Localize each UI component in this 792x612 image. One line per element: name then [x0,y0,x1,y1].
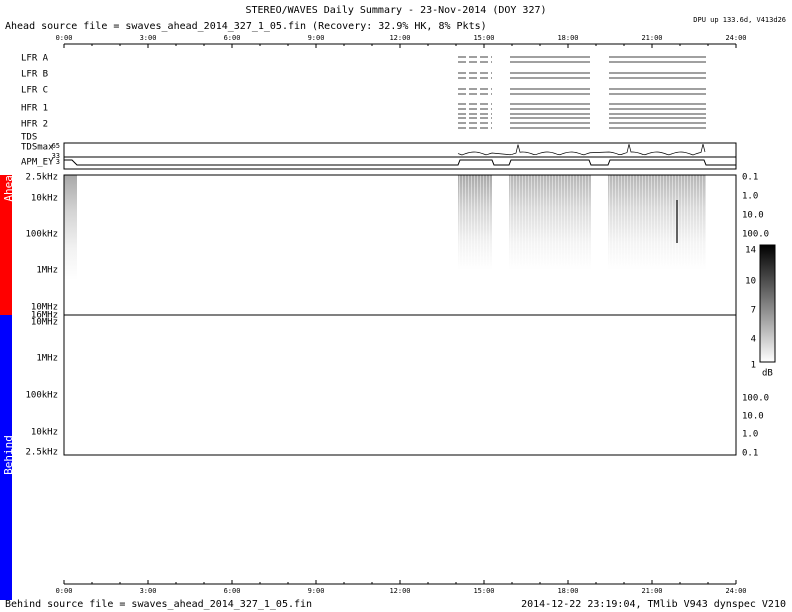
time-label-bottom: 15:00 [473,587,494,595]
ahead-spectrogram [64,175,706,280]
time-label-bottom: 9:00 [308,587,325,595]
colorbar [759,244,776,363]
timestamp: 2014-12-22 23:19:04, TMlib V943 dynspec … [521,599,786,610]
title: STEREO/WAVES Daily Summary - 23-Nov-2014… [245,5,546,16]
right-label: 100.0 [742,230,769,240]
behind-frame [63,314,737,456]
freq-label: 2.5kHz [25,448,58,458]
behind-source: Behind source file = swaves_ahead_2014_3… [5,599,312,610]
row-label: TDS [21,133,37,143]
freq-label: 100kHz [25,230,58,240]
row-label: HFR 1 [21,104,48,114]
tdsmax-trace [457,144,706,156]
freq-label: 100kHz [25,391,58,401]
time-label-top: 24:00 [725,34,746,42]
colorbar-label: 7 [751,306,756,316]
time-label-top: 6:00 [224,34,241,42]
ahead-bar [0,175,12,315]
time-label-bottom: 3:00 [140,587,157,595]
freq-label: 2.5kHz [25,173,58,183]
tdsmax-scale: 33 [52,152,60,160]
row-label: LFR B [21,70,48,80]
tdsmax-frame [63,142,737,158]
status: DPU up 133.6d, V413d26 [693,16,786,24]
time-label-bottom: 0:00 [56,587,73,595]
freq-label: 10kHz [31,428,58,438]
colorbar-label: 10 [745,277,756,287]
row-label: HFR 2 [21,120,48,130]
tdsmax-scale: 3 [56,158,60,166]
time-label-top: 0:00 [56,34,73,42]
time-label-top: 21:00 [641,34,662,42]
row-label: LFR A [21,54,49,64]
time-label-bottom: 24:00 [725,587,746,595]
row-label: APM_EY [21,158,54,168]
time-label-top: 15:00 [473,34,494,42]
colorbar-label: 1 [751,361,756,371]
right-label: 100.0 [742,394,769,404]
ahead-source: Ahead source file = swaves_ahead_2014_32… [5,21,487,32]
freq-label: 10MHz [31,303,58,313]
freq-label: 1MHz [36,354,58,364]
time-label-top: 3:00 [140,34,157,42]
right-label: 0.1 [742,173,758,183]
right-label: 0.1 [742,449,758,459]
time-label-bottom: 21:00 [641,587,662,595]
colorbar-label: 4 [751,335,756,345]
right-label: 10.0 [742,211,764,221]
time-label-bottom: 6:00 [224,587,241,595]
freq-label: 1MHz [36,266,58,276]
row-label: TDSmax [21,143,54,153]
colorbar-label: 14 [745,246,756,256]
freq-label: 16MHz [31,311,58,321]
freq-label: 10kHz [31,194,58,204]
time-label-top: 9:00 [308,34,325,42]
time-label-bottom: 12:00 [389,587,410,595]
behind-bar [0,315,12,600]
time-label-bottom: 18:00 [557,587,578,595]
tdsmax-scale: 65 [52,142,60,150]
right-label: 10.0 [742,412,764,422]
apm-trace [64,159,736,166]
behind-label: Behind [2,435,15,475]
right-label: 1.0 [742,192,758,202]
right-label: 1.0 [742,430,758,440]
colorbar-unit: dB [762,369,773,379]
time-label-top: 18:00 [557,34,578,42]
time-label-top: 12:00 [389,34,410,42]
freq-label: 10MHz [31,318,58,328]
apm-frame [63,156,737,170]
row-label: LFR C [21,86,48,96]
ahead-label: Ahead [2,168,15,201]
